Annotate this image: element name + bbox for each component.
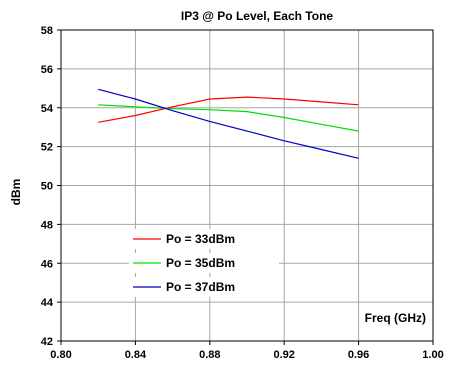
x-tick-label: 0.96 bbox=[348, 349, 369, 361]
legend-entry-bg bbox=[129, 277, 279, 297]
y-tick-label: 42 bbox=[41, 336, 53, 348]
y-tick-label: 48 bbox=[41, 219, 53, 231]
legend: Po = 33dBm Po = 35dBm Po = 37dBm bbox=[129, 229, 279, 297]
x-tick-label: 0.92 bbox=[273, 349, 294, 361]
legend-label-1: Po = 33dBm bbox=[166, 232, 235, 246]
x-tick-label: 0.88 bbox=[199, 349, 220, 361]
legend-label-2: Po = 35dBm bbox=[166, 256, 235, 270]
y-tick-label: 52 bbox=[41, 142, 53, 154]
x-axis-label: Freq (GHz) bbox=[365, 311, 426, 325]
series-lines bbox=[98, 88, 359, 159]
legend-entry-bg bbox=[129, 229, 279, 249]
chart-title: IP3 @ Po Level, Each Tone bbox=[181, 9, 334, 23]
y-tick-label: 58 bbox=[41, 25, 53, 37]
series-line-2 bbox=[98, 104, 359, 132]
axis-ticks: 0.80 0.84 0.88 0.92 0.96 1.00 42 44 46 48 50 52 54 56… bbox=[41, 25, 444, 361]
x-tick-label: 1.00 bbox=[422, 349, 443, 361]
x-tick-label: 0.84 bbox=[125, 349, 147, 361]
legend-label-3: Po = 37dBm bbox=[166, 280, 235, 294]
y-tick-label: 46 bbox=[41, 258, 53, 270]
series-line-3 bbox=[98, 88, 359, 159]
x-tick-label: 0.80 bbox=[50, 349, 71, 361]
legend-entry-bg bbox=[129, 253, 279, 273]
y-axis-label: dBm bbox=[9, 179, 23, 206]
y-tick-label: 56 bbox=[41, 64, 53, 76]
y-tick-label: 44 bbox=[41, 297, 54, 309]
series-line-1 bbox=[98, 96, 359, 123]
y-tick-label: 54 bbox=[41, 103, 54, 115]
y-tick-label: 50 bbox=[41, 181, 53, 193]
